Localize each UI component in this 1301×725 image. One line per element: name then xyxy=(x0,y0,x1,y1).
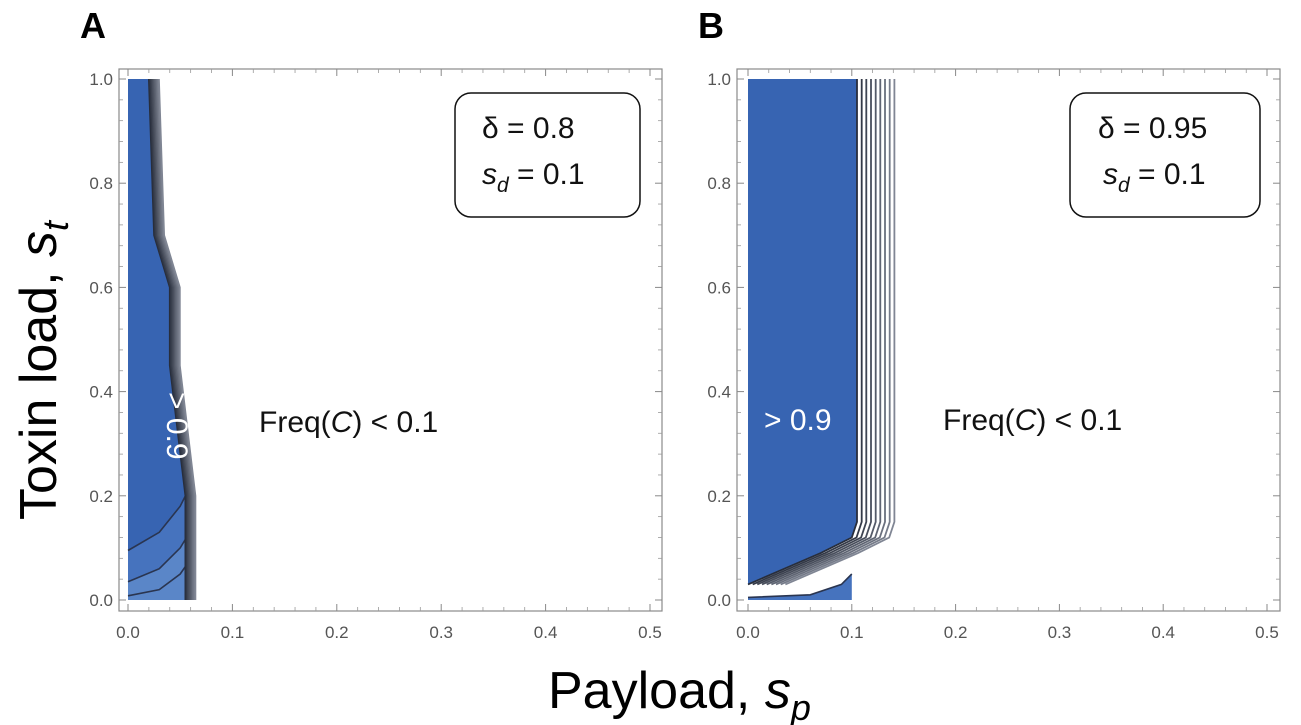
contour-line xyxy=(158,78,197,600)
contour-line xyxy=(752,79,863,586)
x-tick-label: 0.3 xyxy=(1048,623,1072,642)
plot-area-b xyxy=(747,79,896,600)
y-tick-label: 1.0 xyxy=(707,70,731,89)
x-tick-label: 0.4 xyxy=(534,623,558,642)
y-tick-label: 0.8 xyxy=(707,174,731,193)
ticks-b: 0.0 0.1 0.2 0.3 0.4 0.5 0.0 0.2 0.4 0.6 0.8 1.0 xyxy=(707,69,1280,642)
sd-label-b: sd = 0.1 xyxy=(1103,158,1206,197)
contour-line-level xyxy=(127,563,189,597)
y-tick-label: 0.2 xyxy=(707,487,731,506)
x-tick-label: 0.2 xyxy=(944,623,968,642)
x-tick-label: 0.0 xyxy=(736,623,760,642)
high-label-b: > 0.9 xyxy=(764,404,832,437)
contour-line xyxy=(766,79,877,586)
x-tick-label: 0.1 xyxy=(221,623,245,642)
y-tick-label: 0.0 xyxy=(89,591,113,610)
contour-line xyxy=(756,79,868,586)
frame-a xyxy=(118,68,663,612)
contour-line xyxy=(761,79,872,586)
contour-line xyxy=(148,78,187,600)
x-tick-label: 0.2 xyxy=(325,623,349,642)
contour-line xyxy=(154,78,193,600)
high-frequency-region xyxy=(128,79,186,600)
panel-letter-a: A xyxy=(80,5,106,46)
contour-line xyxy=(153,78,192,600)
x-tick-label: 0.5 xyxy=(638,623,662,642)
delta-label-b: δ = 0.95 xyxy=(1098,112,1207,145)
x-tick-label: 0.5 xyxy=(1255,623,1279,642)
y-tick-label: 0.6 xyxy=(707,278,731,297)
sd-label-a: sd = 0.1 xyxy=(482,158,585,197)
x-axis-title: Payload, sp xyxy=(548,662,811,725)
contour-line xyxy=(775,79,886,586)
contour-line xyxy=(771,79,882,586)
x-tick-label: 0.1 xyxy=(840,623,864,642)
x-tick-label: 0.4 xyxy=(1151,623,1175,642)
contour-line-level xyxy=(127,495,187,552)
y-tick-label: 0.4 xyxy=(89,383,113,402)
y-tick-label: 0.4 xyxy=(707,383,731,402)
panel-letter-b: B xyxy=(698,5,724,46)
param-box-a xyxy=(454,92,641,218)
y-tick-label: 0.2 xyxy=(89,487,113,506)
y-tick-label: 0.8 xyxy=(89,174,113,193)
y-tick-label: 1.0 xyxy=(89,70,113,89)
delta-label-a: δ = 0.8 xyxy=(482,112,575,145)
contour-line xyxy=(150,78,189,600)
contour-band xyxy=(748,574,852,600)
contour-line-level xyxy=(127,537,188,583)
y-tick-label: 0.6 xyxy=(89,278,113,297)
y-axis-title: Toxin load, st xyxy=(10,219,76,520)
plot-area-a xyxy=(127,78,197,600)
high-label-a: > 0.9 xyxy=(160,392,193,460)
x-tick-label: 0.0 xyxy=(116,623,140,642)
contour-line xyxy=(156,78,196,600)
ticks-a: 0.0 0.1 0.2 0.3 0.4 0.5 0.0 0.2 0.4 0.6 0.8 1.0 xyxy=(89,69,662,642)
contour-line-level xyxy=(747,573,853,599)
low-label-b: Freq(C) < 0.1 xyxy=(943,404,1122,437)
contour-line xyxy=(155,78,194,600)
contour-line xyxy=(780,79,891,586)
low-label-a: Freq(C) < 0.1 xyxy=(259,406,438,439)
x-tick-label: 0.3 xyxy=(429,623,453,642)
frame-b xyxy=(736,68,1281,612)
panel-b: B 0.0 0.1 0.2 0.3 0.4 0.5 0.0 0.2 0.4 0.6 0.8 1.0 δ… xyxy=(698,5,1281,642)
contour-band xyxy=(128,563,188,600)
param-box-b xyxy=(1069,92,1261,218)
contour-line xyxy=(151,78,191,600)
contour-line xyxy=(149,78,188,600)
contour-line xyxy=(747,79,858,586)
panel-a: A 0.0 0.1 0.2 0.3 0.4 0.5 0.0 0.2 0.4 0.6 0.8 1.0 δ… xyxy=(80,5,663,642)
contour-line xyxy=(785,79,896,586)
high-frequency-region xyxy=(748,79,857,600)
y-tick-label: 0.0 xyxy=(707,591,731,610)
